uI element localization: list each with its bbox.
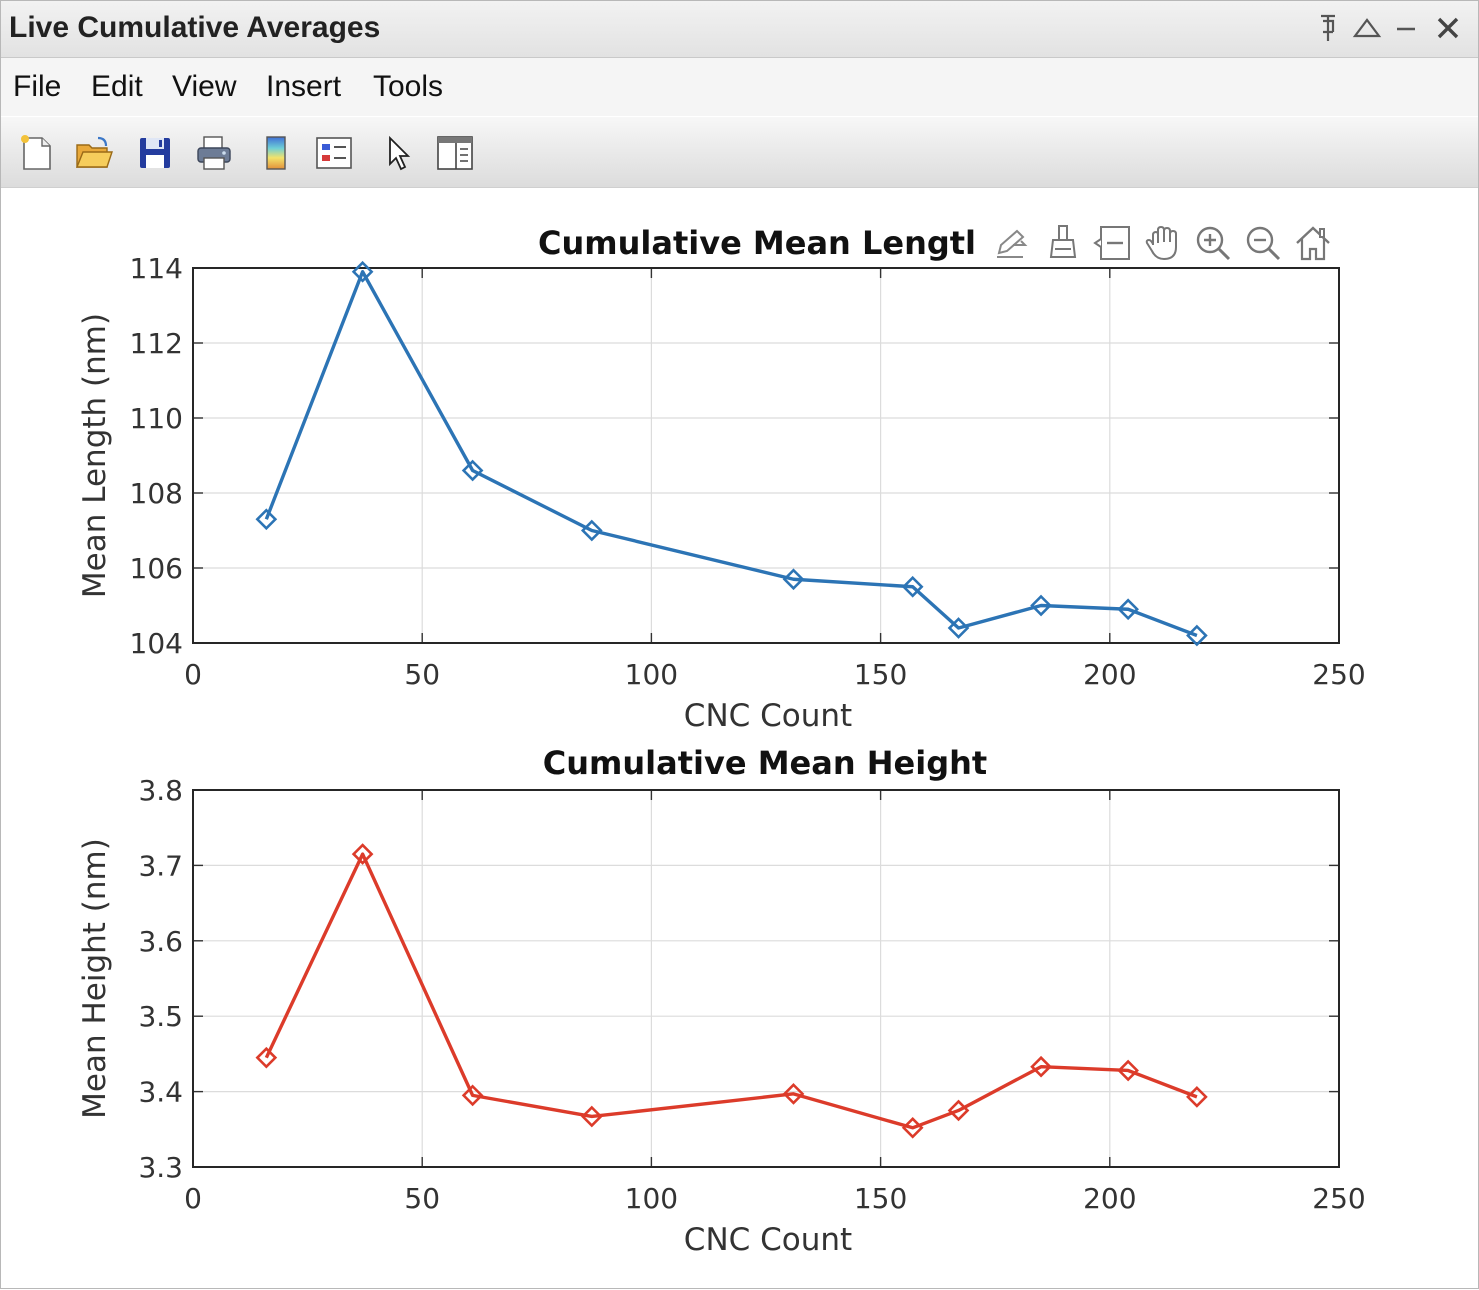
figure-toolbar [1, 117, 1478, 188]
export-icon[interactable] [989, 221, 1033, 265]
data-point-marker [901, 1116, 924, 1139]
window-title: Live Cumulative Averages [9, 11, 381, 44]
print-icon[interactable] [193, 133, 235, 173]
x-tick-label: 150 [854, 1182, 907, 1215]
data-point-marker [1030, 594, 1052, 617]
x-tick-label: 50 [404, 1182, 440, 1215]
datatip-icon[interactable] [1091, 221, 1135, 265]
axes-background [193, 790, 1339, 1167]
series-line [264, 270, 1198, 638]
series-line [264, 852, 1198, 1130]
data-point-marker [580, 1105, 603, 1128]
data-point-marker [947, 617, 970, 639]
x-tick-label: 250 [1312, 1182, 1365, 1215]
data-point-marker [580, 519, 603, 542]
zoom-in-icon[interactable] [1191, 221, 1235, 265]
axes-background [193, 268, 1339, 643]
menu-insert[interactable]: Insert [266, 70, 342, 103]
x-tick-label: 0 [184, 658, 202, 691]
menu-bar: File Edit View Insert Tools [1, 58, 1478, 116]
y-tick-label: 3.8 [138, 774, 183, 807]
y-tick-label: 3.6 [138, 925, 183, 958]
data-point-marker [1030, 1055, 1052, 1078]
x-tick-label: 150 [854, 658, 907, 691]
y-tick-label: 106 [130, 552, 183, 585]
menu-file[interactable]: File [13, 70, 62, 103]
menu-tools[interactable]: Tools [373, 70, 444, 103]
data-point-marker [782, 568, 805, 591]
property-inspector-icon[interactable] [434, 133, 476, 173]
x-tick-label: 200 [1083, 1182, 1136, 1215]
data-point-marker [1186, 624, 1208, 647]
y-tick-label: 3.4 [138, 1076, 183, 1109]
y-tick-label: 108 [130, 477, 183, 510]
x-axis-label: CNC Count [684, 698, 852, 734]
y-tick-label: 110 [130, 402, 183, 435]
y-axis-label: Mean Height (nm) [77, 838, 113, 1119]
menu-edit[interactable]: Edit [91, 70, 143, 103]
data-point-marker [351, 843, 374, 865]
data-point-marker [461, 459, 484, 482]
home-icon[interactable] [1291, 221, 1335, 265]
minimize-icon[interactable] [1391, 9, 1421, 47]
data-point-marker [255, 1046, 278, 1069]
chart-mean-height: 0 50 100 150 200 250 3.3 3.4 3.5 3.6 3.7 3.8 Cumulat… [77, 744, 1366, 1258]
y-tick-label: 104 [130, 627, 183, 660]
chart-mean-length: 0 50 100 150 200 250 104 106 108 110 112 114 Cumulat… [77, 224, 1366, 734]
chart-title: Cumulative Mean Height [543, 744, 987, 782]
y-tick-label: 3.7 [138, 849, 183, 882]
data-point-marker [1186, 1086, 1208, 1108]
x-tick-label: 100 [625, 1182, 678, 1215]
colorbar-icon[interactable] [255, 133, 297, 173]
chart-title: Cumulative Mean Lengtl [538, 224, 976, 262]
edit-plot-icon[interactable] [377, 133, 419, 173]
axes-box [192, 267, 1340, 644]
data-point-marker [1117, 1059, 1139, 1082]
data-point-marker [255, 508, 278, 531]
brush-icon[interactable] [1041, 221, 1085, 265]
data-point-marker [461, 1084, 484, 1107]
y-axis-label: Mean Length (nm) [77, 313, 113, 598]
y-tick-label: 112 [130, 327, 183, 360]
undock-icon[interactable] [1349, 9, 1385, 47]
legend-icon[interactable] [313, 133, 355, 173]
data-point-marker [901, 575, 924, 598]
zoom-out-icon[interactable] [1241, 221, 1285, 265]
x-tick-label: 100 [625, 658, 678, 691]
data-point-marker [782, 1083, 805, 1105]
axes-box [192, 789, 1340, 1168]
save-icon[interactable] [134, 133, 176, 173]
menu-view[interactable]: View [172, 70, 237, 103]
y-tick-label: 114 [130, 252, 183, 285]
pin-icon[interactable] [1313, 9, 1343, 47]
new-figure-icon[interactable] [15, 133, 57, 173]
close-icon[interactable] [1431, 9, 1465, 47]
open-file-icon[interactable] [73, 133, 115, 173]
y-tick-label: 3.3 [138, 1151, 183, 1184]
data-point-marker [351, 260, 374, 283]
y-tick-label: 3.5 [138, 1000, 183, 1033]
title-bar[interactable]: Live Cumulative Averages [1, 1, 1478, 58]
pan-icon[interactable] [1141, 221, 1185, 265]
x-axis-label: CNC Count [684, 1222, 852, 1258]
data-point-marker [1117, 598, 1139, 621]
x-tick-label: 200 [1083, 658, 1136, 691]
x-tick-label: 0 [184, 1182, 202, 1215]
data-point-marker [947, 1099, 970, 1122]
x-tick-label: 250 [1312, 658, 1365, 691]
x-tick-label: 50 [404, 658, 440, 691]
